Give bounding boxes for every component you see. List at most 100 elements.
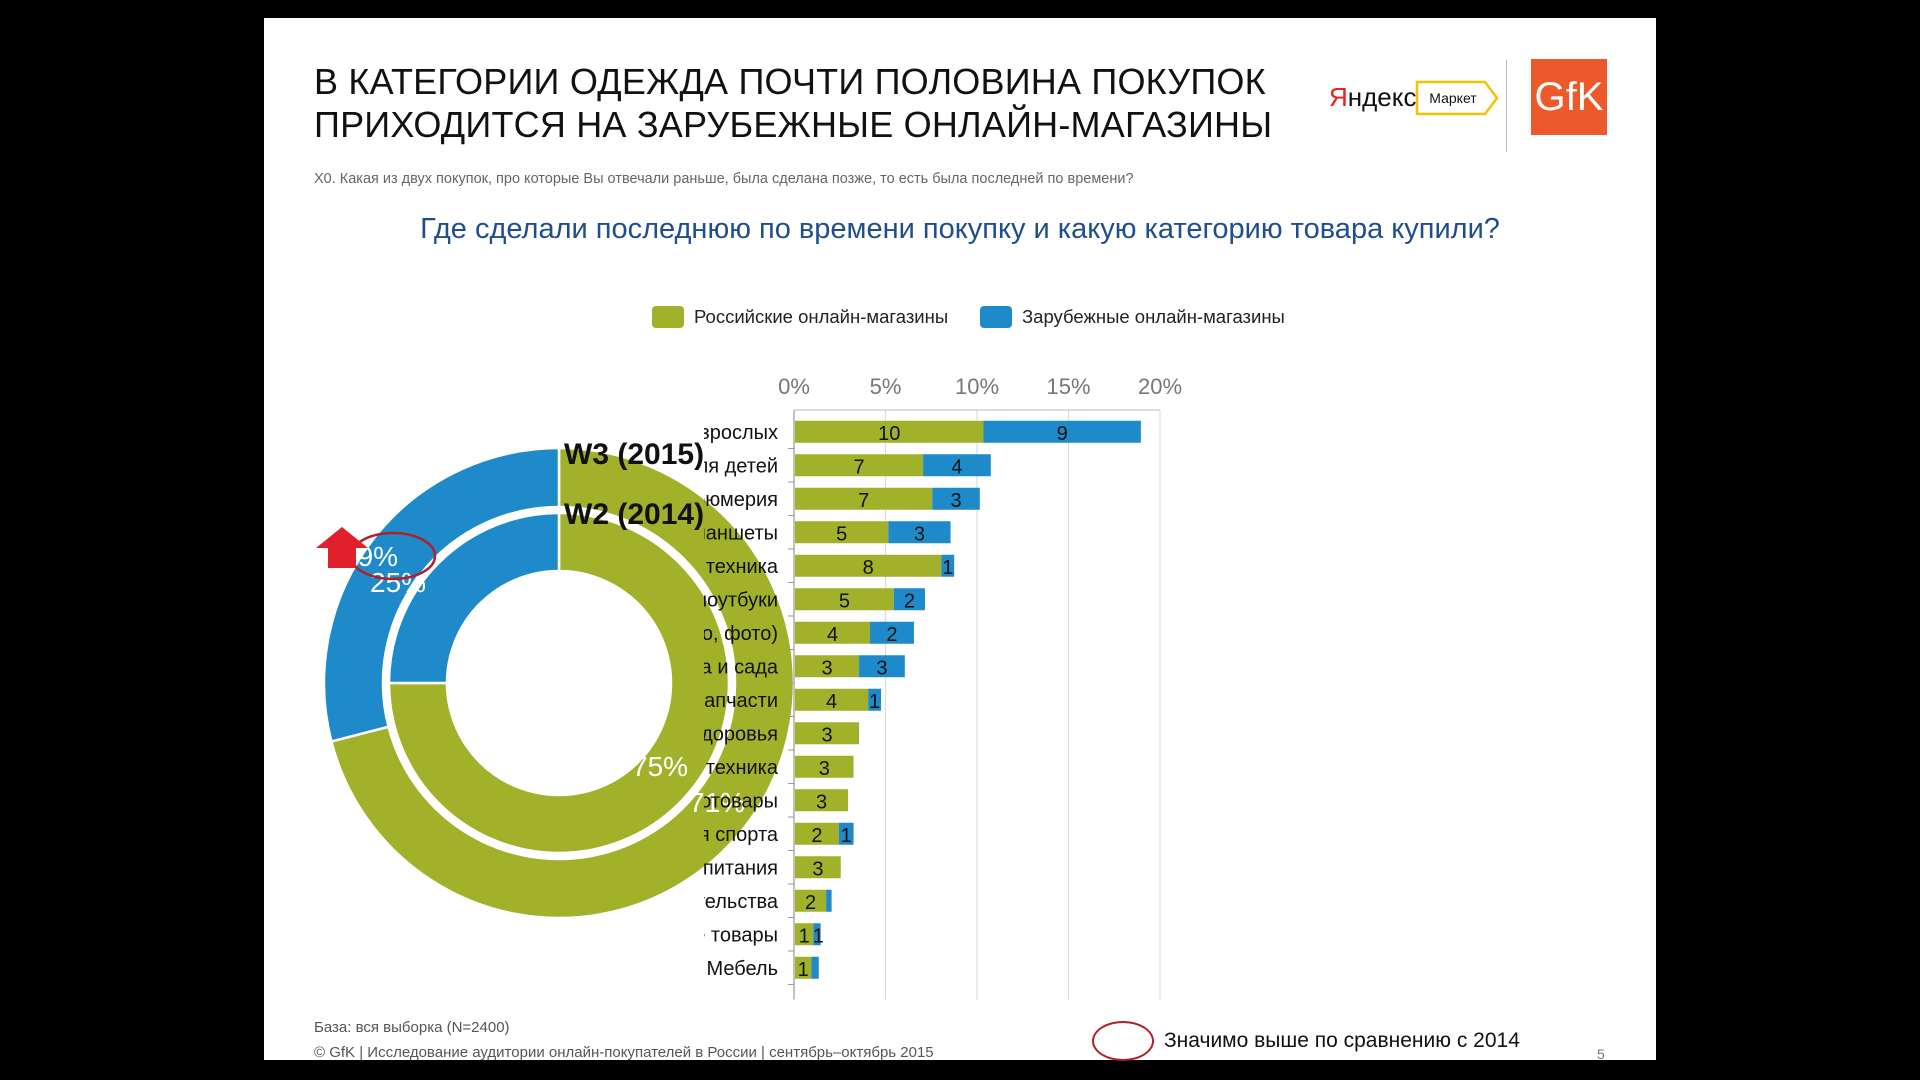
bar-foreign: [870, 621, 914, 644]
donut-chart: W3 (2015) W2 (2014) 29% 25% 75% 71%: [316, 438, 796, 920]
bar-value-foreign: 2: [886, 624, 897, 646]
inner-foreign-label: 25%: [370, 567, 426, 598]
chart-subtitle: Где сделали последнюю по времени покупку…: [420, 213, 1500, 245]
bar-value-russian: 7: [853, 456, 864, 478]
survey-question: X0. Какая из двух покупок, про которые В…: [314, 171, 1134, 187]
bar-russian: [795, 655, 860, 678]
bar-russian: [795, 789, 849, 812]
bar-value-russian: 8: [863, 557, 874, 579]
ring-label-inner: W2 (2014): [564, 498, 704, 531]
base-note: База: вся выборка (N=2400): [314, 1019, 510, 1036]
legend-label-foreign: Зарубежные онлайн-магазины: [1022, 306, 1285, 327]
x-tick-label: 5%: [870, 374, 902, 399]
category-label: Одежда, обувь для взрослых: [704, 422, 778, 444]
title-line-2: ПРИХОДИТСЯ НА ЗАРУБЕЖНЫЕ ОНЛАЙН-МАГАЗИНЫ: [314, 104, 1273, 145]
bar-russian: [795, 487, 933, 510]
bar-foreign: [859, 655, 905, 678]
category-label: Мелкая бытовая техника: [704, 556, 779, 578]
x-tick-label: 0%: [778, 374, 810, 399]
bar-value-russian: 3: [819, 758, 830, 780]
bar-russian: [795, 755, 854, 778]
market-logo-text: Маркет: [1429, 90, 1477, 106]
bar-russian: [795, 923, 814, 946]
x-tick-label: 15%: [1046, 374, 1090, 399]
legend-label-russian: Российские онлайн-магазины: [694, 306, 949, 327]
bar-value-russian: 4: [826, 691, 837, 713]
donut-slice-inner-russian: [387, 511, 731, 855]
donut-slice-outer-foreign: [322, 446, 561, 743]
bar-value-foreign: 1: [869, 691, 880, 713]
bar-value-foreign: 2: [904, 590, 915, 612]
bar-russian: [795, 588, 894, 611]
bar-value-russian: 3: [812, 858, 823, 880]
bar-foreign: [813, 923, 821, 946]
bar-foreign: [941, 554, 955, 577]
bar-rects: [795, 420, 1141, 979]
donut-slice-inner-foreign: [387, 511, 561, 685]
bar-value-russian: 5: [839, 590, 850, 612]
market-logo: Маркет: [1415, 80, 1499, 116]
bar-russian: [795, 554, 942, 577]
bar-russian: [795, 521, 889, 544]
bar-value-foreign: 1: [841, 825, 852, 847]
bar-value-foreign: 3: [914, 523, 925, 545]
donut-slice-outer-russian: [329, 446, 796, 920]
bar-foreign: [838, 822, 854, 845]
logo-divider: [1506, 60, 1507, 152]
bar-value-russian: 2: [811, 825, 822, 847]
bar-foreign: [888, 521, 951, 544]
yandex-logo-rest: ндекс: [1347, 82, 1417, 112]
bar-value-foreign: 1: [942, 557, 953, 579]
legend-swatch-foreign: [980, 306, 1012, 328]
category-label: Товары для дома и сада: [704, 656, 779, 678]
bar-value-russian: 1: [798, 959, 809, 981]
category-label: Косметика, парфюмерия: [704, 489, 778, 511]
bar-value-foreign: 3: [876, 657, 887, 679]
bar-foreign: [923, 454, 991, 477]
bar-russian: [795, 956, 812, 979]
bar-russian: [795, 454, 924, 477]
bar-categories: Одежда, обувь для взрослых Товары для дет…: [704, 422, 779, 980]
bar-value-russian: 3: [821, 724, 832, 746]
category-label: Компьютеры, ноутбуки: [704, 589, 778, 611]
bar-foreign: [932, 487, 980, 510]
category-label: Телефоны, смартфоны, планшеты: [704, 522, 778, 544]
title-line-1: В КАТЕГОРИИ ОДЕЖДА ПОЧТИ ПОЛОВИНА ПОКУПО…: [314, 61, 1266, 102]
stacked-bar-chart: 0% 5% 10% 15% 20% Одежда, обувь для взрослых…: [704, 374, 1182, 1000]
bar-foreign: [893, 588, 925, 611]
outer-russian-label: 71%: [689, 787, 745, 818]
bar-value-foreign: 9: [1057, 423, 1068, 445]
category-label: Электроника (видео, аудио, фото): [704, 623, 778, 645]
bar-foreign: [983, 420, 1141, 443]
bar-russian: [795, 856, 841, 879]
ring-label-outer: W3 (2015): [564, 438, 704, 471]
bar-russian: [795, 621, 871, 644]
legend-foreign: Зарубежные онлайн-магазины: [980, 305, 1285, 329]
bar-value-russian: 7: [858, 490, 869, 512]
bar-foreign: [868, 688, 882, 711]
footer-text: © GfK | Исследование аудитории онлайн-по…: [314, 1044, 934, 1061]
bar-x-ticks: 0% 5% 10% 15% 20%: [778, 374, 1182, 399]
category-label: Товары для строительства: [704, 891, 779, 913]
up-arrow-icon: [316, 527, 368, 568]
bar-foreign: [826, 889, 832, 912]
x-tick-label: 20%: [1138, 374, 1182, 399]
bar-value-foreign: 1: [813, 925, 824, 947]
bar-russian: [795, 420, 984, 443]
bar-russian: [795, 688, 869, 711]
significance-ring-icon: [1092, 1021, 1154, 1061]
yandex-logo-y: Я: [1329, 82, 1348, 112]
bar-value-russian: 2: [805, 892, 816, 914]
legend-russian: Российские онлайн-магазины: [652, 305, 948, 329]
legend-swatch-russian: [652, 306, 684, 328]
bar-foreign: [811, 956, 819, 979]
donut-slices: [322, 446, 796, 920]
yandex-logo: Яндекс: [1329, 82, 1416, 113]
slide: В КАТЕГОРИИ ОДЕЖДА ПОЧТИ ПОЛОВИНА ПОКУПО…: [264, 18, 1656, 1062]
category-label: Мебель: [706, 958, 778, 980]
bar-value-russian: 4: [827, 624, 838, 646]
bar-russian: [795, 822, 839, 845]
bar-value-russian: 10: [878, 423, 900, 445]
bar-value-russian: 5: [836, 523, 847, 545]
